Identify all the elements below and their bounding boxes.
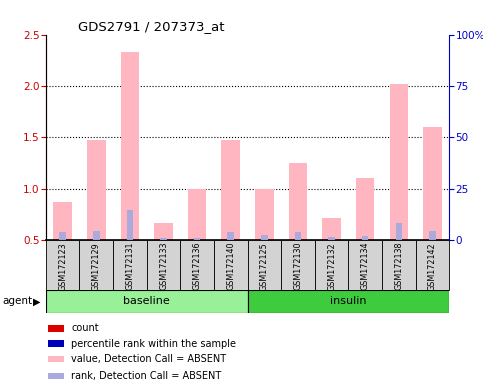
Bar	[214, 240, 247, 290]
Bar	[46, 240, 80, 290]
Text: agent: agent	[2, 296, 32, 306]
Bar	[396, 223, 402, 240]
Bar	[48, 340, 64, 347]
Text: GSM172133: GSM172133	[159, 242, 168, 291]
Text: value, Detection Call = ABSENT: value, Detection Call = ABSENT	[71, 354, 226, 364]
Text: count: count	[71, 323, 99, 333]
Bar	[248, 240, 281, 290]
Text: baseline: baseline	[123, 296, 170, 306]
Bar	[59, 232, 66, 240]
Bar	[188, 189, 206, 240]
Bar	[328, 237, 335, 240]
Bar	[48, 372, 64, 379]
Bar	[295, 232, 301, 240]
Text: GDS2791 / 207373_at: GDS2791 / 207373_at	[78, 20, 225, 33]
Bar	[423, 127, 441, 240]
Bar	[281, 240, 315, 290]
Text: GSM172138: GSM172138	[394, 242, 403, 291]
Bar	[382, 240, 415, 290]
Bar	[356, 178, 374, 240]
Bar	[80, 240, 113, 290]
Bar	[255, 189, 273, 240]
Text: insulin: insulin	[330, 296, 367, 306]
Text: GSM172134: GSM172134	[361, 242, 369, 291]
Text: GSM172123: GSM172123	[58, 242, 67, 291]
Bar	[389, 84, 408, 240]
Bar	[415, 240, 449, 290]
Bar	[322, 218, 341, 240]
Bar	[227, 232, 234, 240]
Bar	[48, 356, 64, 362]
Bar	[46, 290, 248, 313]
Bar	[147, 240, 180, 290]
Bar	[315, 240, 348, 290]
Bar	[180, 240, 214, 290]
Bar	[54, 202, 72, 240]
Text: GSM172131: GSM172131	[126, 242, 134, 291]
Text: GSM172129: GSM172129	[92, 242, 101, 291]
Bar	[362, 236, 369, 240]
Bar	[261, 235, 268, 240]
Bar	[160, 238, 167, 240]
Text: GSM172130: GSM172130	[294, 242, 302, 291]
Bar	[154, 223, 173, 240]
Bar	[429, 231, 436, 240]
Text: GSM172140: GSM172140	[226, 242, 235, 291]
Bar	[248, 290, 449, 313]
Text: rank, Detection Call = ABSENT: rank, Detection Call = ABSENT	[71, 371, 221, 381]
Bar	[348, 240, 382, 290]
Bar	[87, 141, 106, 240]
Text: GSM172142: GSM172142	[428, 242, 437, 291]
Bar	[121, 52, 139, 240]
Text: GSM172132: GSM172132	[327, 242, 336, 291]
Bar	[194, 238, 200, 240]
Bar	[113, 240, 147, 290]
Bar	[127, 210, 133, 240]
Bar	[289, 163, 307, 240]
Text: ▶: ▶	[33, 296, 41, 306]
Text: GSM172136: GSM172136	[193, 242, 201, 291]
Text: GSM172125: GSM172125	[260, 242, 269, 291]
Bar	[93, 231, 99, 240]
Bar	[48, 325, 64, 332]
Bar	[222, 141, 240, 240]
Text: percentile rank within the sample: percentile rank within the sample	[71, 339, 236, 349]
